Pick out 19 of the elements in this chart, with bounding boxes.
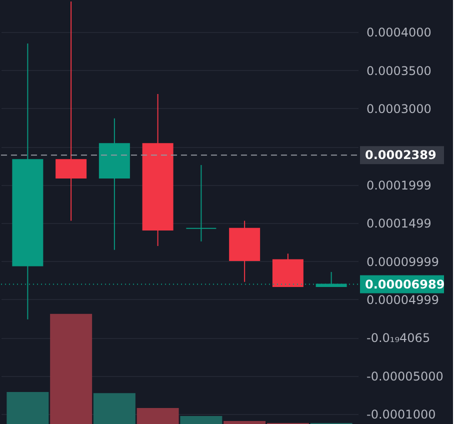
bar xyxy=(50,314,92,424)
y-tick-label: 0.00009999 xyxy=(366,254,440,269)
y-tick-label: 0.0001999 xyxy=(366,178,432,192)
bar xyxy=(93,393,136,424)
y-tick-label: -0.0001000 xyxy=(366,408,436,422)
y-tick-label: 0.0004000 xyxy=(366,26,432,40)
y-tick-label: 0.0003500 xyxy=(366,64,432,78)
bar xyxy=(6,392,49,424)
y-tick-label: 0.00004999 xyxy=(366,292,440,307)
bar xyxy=(136,408,179,424)
y-tick-label: -0.00005000 xyxy=(366,369,444,384)
y-tick-label: 0.0001499 xyxy=(366,216,432,231)
ref-line-label: 0.0002389 xyxy=(365,148,436,162)
y-tick-label: 0.0003000 xyxy=(366,102,432,116)
y-tick-label: -0.0₁₉4065 xyxy=(366,331,430,346)
candlestick xyxy=(56,1,87,222)
ref-line-label: 0.00006989 xyxy=(365,277,445,292)
candlestick xyxy=(186,164,217,242)
bar xyxy=(180,416,222,424)
